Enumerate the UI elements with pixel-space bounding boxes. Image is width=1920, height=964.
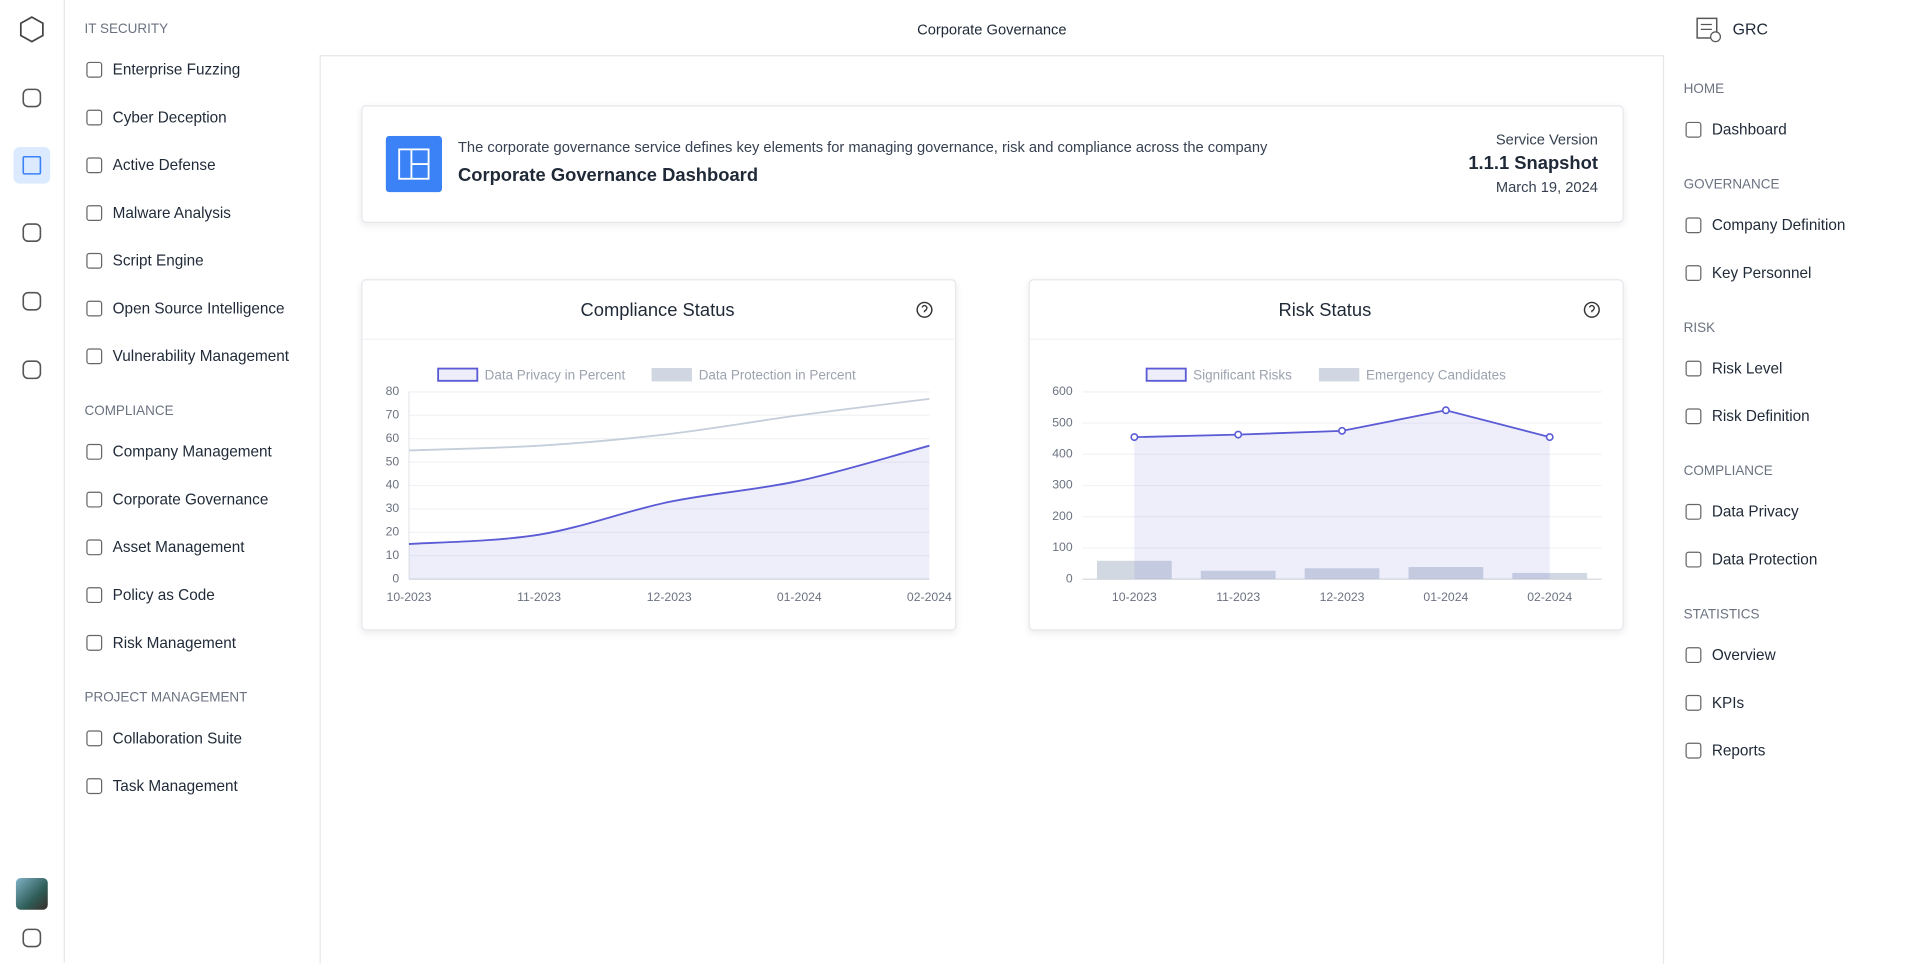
nav-icon: [86, 348, 103, 365]
nav-icon: [86, 443, 103, 460]
nav-item[interactable]: Dashboard: [1711, 121, 1787, 139]
nav-item[interactable]: Company Management: [112, 443, 272, 461]
app-name: GRC: [1732, 19, 1769, 38]
nav-icon: [1685, 647, 1702, 664]
nav-icon: [1685, 551, 1702, 568]
content-panel: [319, 55, 1665, 964]
version-date: March 19, 2024: [1495, 178, 1598, 196]
avatar[interactable]: [15, 877, 48, 910]
nav-icon: [1685, 217, 1702, 234]
nav-item[interactable]: Task Management: [112, 777, 238, 795]
left-rail: [0, 0, 65, 963]
nav-icon: [1685, 121, 1702, 138]
nav-item[interactable]: Risk Definition: [1711, 407, 1810, 425]
nav-icon: [1685, 265, 1702, 282]
nav-section-label: STATISTICS: [1683, 607, 1760, 623]
nav-section-label: IT SECURITY: [84, 22, 169, 37]
nav-icon: [1685, 408, 1702, 425]
nav-section-label: RISK: [1683, 320, 1716, 336]
nav-section-label: COMPLIANCE: [84, 404, 174, 419]
nav-item[interactable]: Risk Level: [1711, 360, 1783, 378]
nav-item[interactable]: Data Protection: [1711, 551, 1818, 569]
nav-section-label: GOVERNANCE: [1683, 177, 1780, 193]
nav-icon: [1685, 694, 1702, 711]
nav-icon: [1685, 360, 1702, 377]
nav-item[interactable]: Malware Analysis: [112, 204, 231, 222]
nav-item[interactable]: Data Privacy: [1711, 503, 1799, 521]
nav-item[interactable]: Enterprise Fuzzing: [112, 61, 241, 79]
banner-icon: [385, 135, 443, 193]
nav-icon: [86, 157, 103, 174]
nav-icon: [1685, 742, 1702, 759]
nav-section-label: PROJECT MANAGEMENT: [84, 690, 248, 706]
nav-item[interactable]: Open Source Intelligence: [112, 300, 285, 318]
nav-icon: [86, 300, 103, 317]
nav-item[interactable]: Key Personnel: [1711, 264, 1812, 282]
nav-item[interactable]: Cyber Deception: [112, 108, 227, 127]
nav-icon: [86, 252, 103, 269]
nav-section-label: COMPLIANCE: [1683, 464, 1773, 479]
nav-item[interactable]: Vulnerability Management: [112, 347, 290, 365]
nav-item[interactable]: Active Defense: [112, 156, 216, 174]
nav-item[interactable]: Asset Management: [112, 538, 245, 556]
banner-card: [361, 105, 1624, 223]
nav-item[interactable]: KPIs: [1711, 694, 1745, 712]
nav-icon: [86, 587, 103, 604]
nav-item[interactable]: Script Engine: [112, 252, 204, 270]
nav-icon: [86, 634, 103, 651]
nav-item[interactable]: Overview: [1711, 646, 1776, 664]
nav-item[interactable]: Policy as Code: [112, 586, 215, 604]
chart-card: [361, 279, 957, 631]
version: 1.1.1 Snapshot: [1468, 153, 1598, 174]
nav-section-label: HOME: [1683, 82, 1725, 97]
banner-description: The corporate governance service defines…: [457, 138, 1268, 156]
nav-item[interactable]: Reports: [1711, 742, 1766, 760]
page-title: Corporate Governance: [917, 20, 1067, 38]
nav-item[interactable]: Risk Management: [112, 634, 237, 652]
chart-card: [1028, 279, 1624, 631]
nav-icon: [86, 205, 103, 222]
app-icon: [1696, 17, 1722, 43]
nav-item[interactable]: Collaboration Suite: [112, 729, 242, 747]
nav-icon: [86, 730, 103, 747]
nav-icon: [86, 61, 103, 78]
nav-icon: [86, 109, 103, 126]
nav-item[interactable]: Company Definition: [1711, 216, 1846, 234]
banner-title: Corporate Governance Dashboard: [457, 165, 759, 187]
nav-icon: [86, 539, 103, 556]
nav-icon: [1685, 503, 1702, 520]
nav-icon: [86, 778, 103, 795]
version-label: Service Version: [1495, 131, 1598, 149]
nav-item[interactable]: Corporate Governance: [112, 491, 269, 509]
nav-icon: [86, 491, 103, 508]
